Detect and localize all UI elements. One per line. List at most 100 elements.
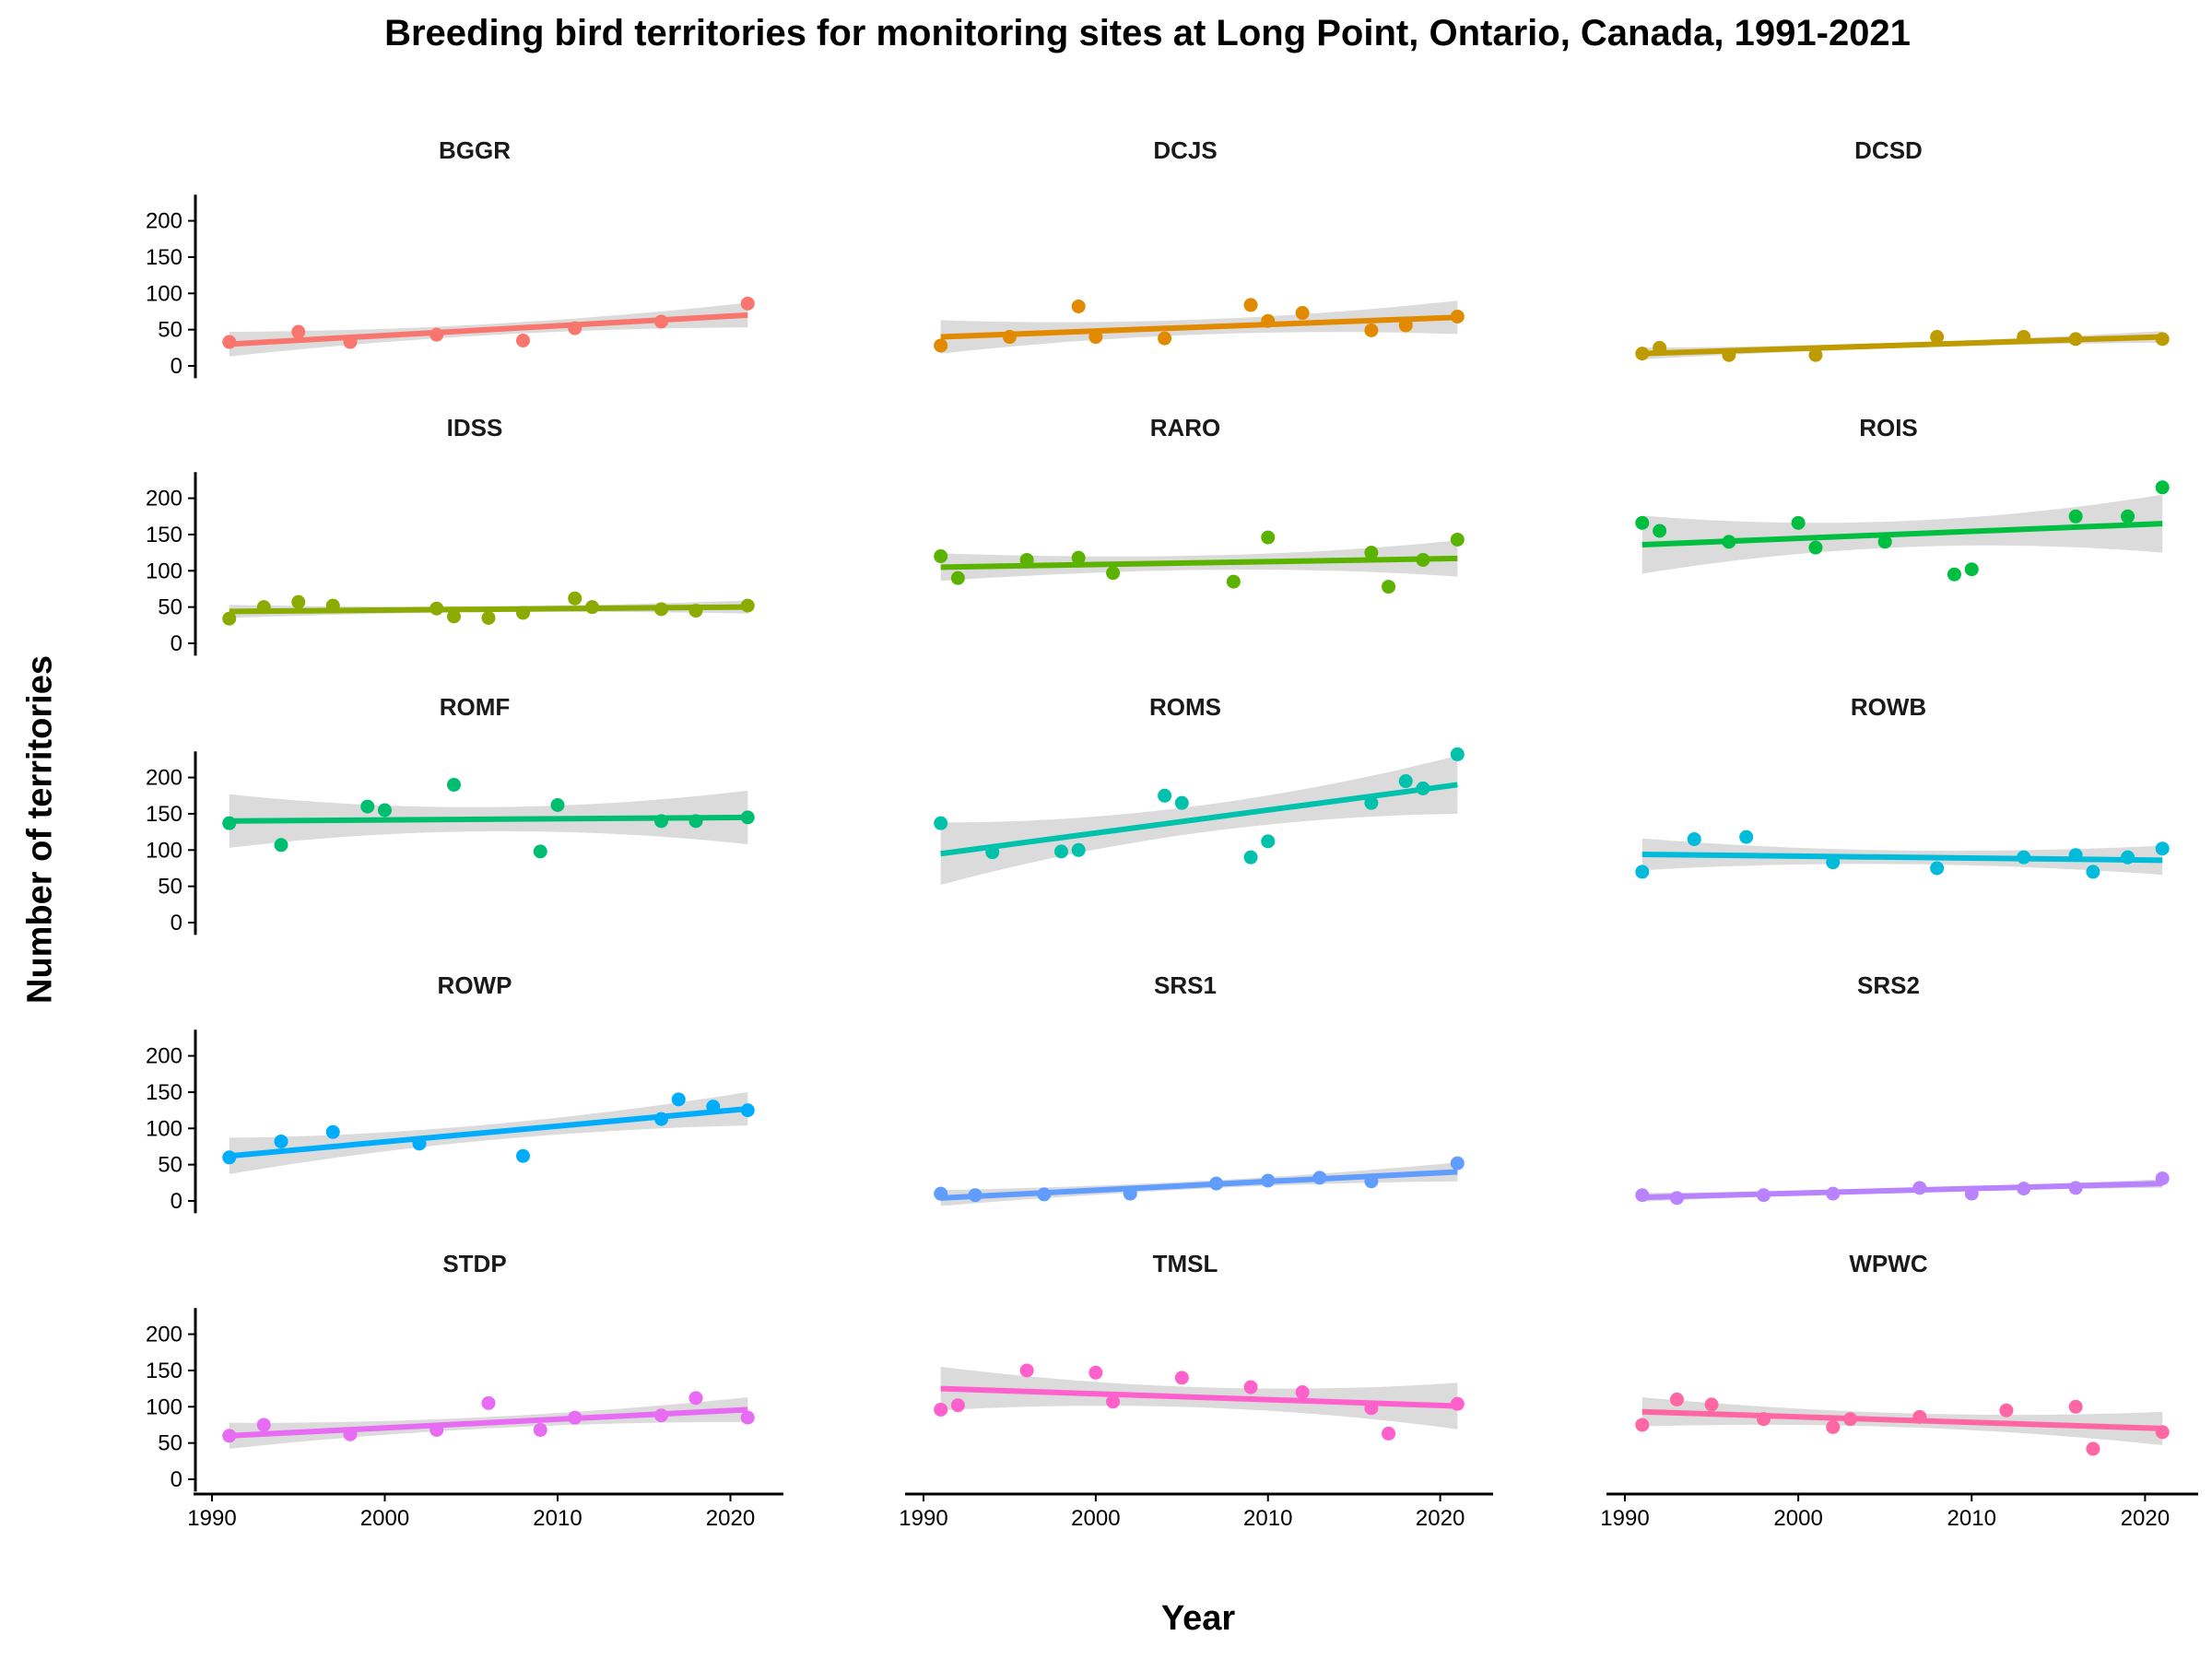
- data-point: [274, 838, 288, 853]
- trend-line: [940, 1169, 1458, 1201]
- data-point: [1739, 830, 1754, 844]
- panel-strip-label: ROMF: [440, 693, 511, 721]
- x-tick-label: 1990: [1600, 1506, 1649, 1531]
- x-tick-label: 2010: [1947, 1506, 1996, 1531]
- data-point: [2155, 480, 2170, 495]
- panel-strip-label: ROMS: [1149, 693, 1221, 721]
- data-point: [1158, 331, 1172, 346]
- data-point: [1382, 580, 1396, 594]
- data-point: [1653, 524, 1667, 538]
- x-tick-label: 2020: [706, 1506, 755, 1531]
- trend-line: [229, 1106, 748, 1159]
- data-point: [934, 549, 948, 564]
- y-tick-label: 100: [146, 838, 182, 863]
- panel-idss: IDSS 0 50 100 150 200: [146, 414, 755, 656]
- data-point: [360, 799, 375, 814]
- panel-tmsl: TMSL 1990 2000 2010 2020: [899, 1250, 1493, 1531]
- data-point: [1071, 842, 1086, 857]
- data-point: [688, 1391, 703, 1406]
- data-point: [1635, 865, 1650, 879]
- panel-strip-label: DCJS: [1153, 136, 1217, 164]
- y-tick-label: 150: [146, 802, 182, 827]
- panel-wpwc: WPWC 1990 2000 2010 2020: [1600, 1250, 2198, 1531]
- data-point: [447, 777, 461, 792]
- y-tick-label: 150: [146, 245, 182, 270]
- y-tick-label: 200: [146, 1323, 182, 1347]
- y-tick-label: 100: [146, 281, 182, 306]
- data-point: [533, 844, 547, 859]
- data-point: [481, 610, 496, 625]
- trend-line: [940, 1385, 1458, 1409]
- data-point: [950, 1398, 965, 1413]
- x-tick-label: 1990: [187, 1506, 236, 1531]
- data-point: [1054, 844, 1068, 859]
- data-point: [1243, 1380, 1258, 1394]
- data-point: [1450, 532, 1465, 547]
- x-tick-label: 2020: [2121, 1506, 2170, 1531]
- data-point: [934, 338, 948, 353]
- trend-line: [1641, 1408, 2163, 1431]
- panel-rowb: ROWB: [1635, 693, 2170, 879]
- panel-strip-label: ROWP: [438, 971, 512, 999]
- data-point: [1791, 515, 1806, 530]
- trend-line: [1641, 852, 2163, 864]
- data-point: [222, 611, 237, 626]
- data-point: [1999, 1403, 2014, 1418]
- trend-line: [229, 604, 748, 615]
- data-point: [1071, 550, 1086, 565]
- panel-romf: ROMF 0 50 100 150 200: [146, 693, 755, 935]
- data-point: [1808, 347, 1823, 362]
- data-point: [1964, 562, 1979, 577]
- data-point: [1687, 831, 1701, 846]
- data-point: [1398, 774, 1413, 789]
- y-tick-label: 0: [171, 631, 182, 656]
- data-point: [1930, 330, 1945, 345]
- data-point: [1174, 1371, 1189, 1385]
- y-tick-label: 100: [146, 1394, 182, 1419]
- data-point: [671, 1092, 686, 1107]
- trend-line: [940, 314, 1458, 340]
- data-point: [1019, 1363, 1034, 1378]
- data-point: [2155, 841, 2170, 856]
- panel-bggr: BGGR 0 50 100 150 200: [146, 136, 755, 379]
- data-point: [934, 1402, 948, 1417]
- data-point: [740, 296, 755, 311]
- data-point: [1635, 1418, 1650, 1432]
- data-point: [325, 1124, 340, 1139]
- trend-line: [229, 312, 748, 347]
- chart-title: Breeding bird territories for monitoring…: [384, 13, 1911, 53]
- y-tick-label: 200: [146, 487, 182, 512]
- x-tick-label: 2000: [360, 1506, 409, 1531]
- data-point: [1635, 515, 1650, 530]
- data-point: [2086, 865, 2100, 879]
- y-tick-label: 50: [158, 595, 182, 620]
- panel-dcsd: DCSD: [1635, 136, 2170, 362]
- data-point: [447, 609, 461, 624]
- data-point: [2121, 509, 2136, 524]
- data-point: [1106, 1394, 1121, 1409]
- data-point: [934, 816, 948, 830]
- data-point: [1930, 861, 1945, 876]
- data-point: [1450, 1156, 1465, 1171]
- panel-strip-label: SRS2: [1857, 971, 1920, 999]
- data-point: [950, 571, 965, 585]
- data-point: [291, 594, 306, 609]
- data-point: [1088, 1365, 1103, 1380]
- data-point: [1877, 535, 1892, 549]
- y-tick-label: 50: [158, 318, 182, 343]
- panel-strip-label: TMSL: [1153, 1250, 1218, 1277]
- data-point: [1669, 1392, 1684, 1406]
- panel-roms: ROMS: [934, 693, 1465, 886]
- panel-strip-label: DCSD: [1854, 136, 1923, 164]
- data-point: [2068, 509, 2083, 524]
- panel-srs1: SRS1: [934, 971, 1465, 1206]
- panel-strip-label: RARO: [1150, 414, 1221, 441]
- data-point: [1364, 323, 1379, 337]
- trend-line: [229, 814, 748, 824]
- y-tick-label: 150: [146, 1080, 182, 1105]
- y-tick-label: 200: [146, 1044, 182, 1069]
- data-point: [1243, 850, 1258, 865]
- trend-line: [940, 555, 1458, 571]
- y-tick-label: 0: [171, 1189, 182, 1214]
